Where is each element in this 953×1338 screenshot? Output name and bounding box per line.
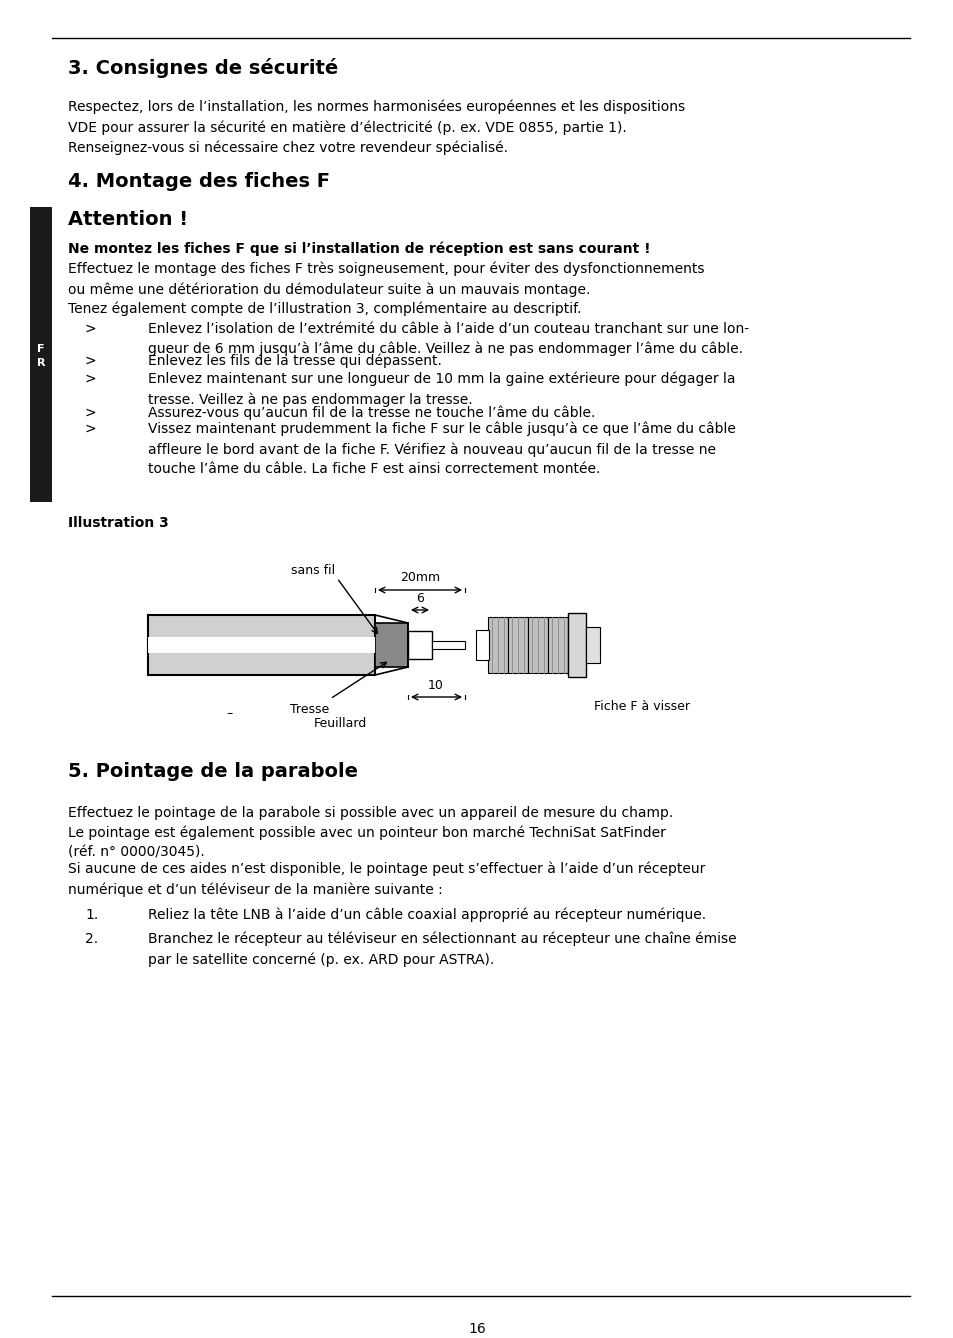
Text: R: R [37, 357, 45, 368]
Text: F: F [37, 344, 45, 353]
Bar [476, 630, 489, 660]
Text: Ne montez les fiches F que si l’installation de réception est sans courant !: Ne montez les fiches F que si l’installa… [68, 242, 650, 257]
Text: Respectez, lors de l’installation, les normes harmonisées européennes et les dis: Respectez, lors de l’installation, les n… [68, 100, 684, 155]
Text: 3. Consignes de sécurité: 3. Consignes de sécurité [68, 58, 338, 78]
Text: Branchez le récepteur au téléviseur en sélectionnant au récepteur une chaîne émi: Branchez le récepteur au téléviseur en s… [148, 933, 736, 967]
Bar [567, 613, 585, 677]
Text: >: > [85, 322, 96, 336]
Text: >: > [85, 405, 96, 420]
Bar [507, 617, 527, 673]
Text: Tenez également compte de l’illustration 3, complémentaire au descriptif.: Tenez également compte de l’illustration… [68, 302, 581, 317]
Bar [148, 637, 375, 653]
Text: >: > [85, 372, 96, 385]
Text: >: > [85, 355, 96, 368]
Text: Fiche F à visser: Fiche F à visser [594, 700, 689, 713]
Text: –: – [227, 706, 233, 720]
Text: Illustration 3: Illustration 3 [68, 516, 169, 530]
Text: Feuillard: Feuillard [313, 717, 366, 731]
Text: >: > [85, 421, 96, 436]
Text: 16: 16 [468, 1322, 485, 1337]
Text: Vissez maintenant prudemment la fiche F sur le câble jusqu’à ce que l’âme du câb: Vissez maintenant prudemment la fiche F … [148, 421, 735, 476]
Text: Effectuez le pointage de la parabole si possible avec un appareil de mesure du c: Effectuez le pointage de la parabole si … [68, 805, 673, 860]
Text: sans fil: sans fil [291, 563, 335, 577]
Bar [375, 624, 408, 668]
Bar [488, 617, 507, 673]
Text: Attention !: Attention ! [68, 210, 188, 229]
Text: Reliez la tête LNB à l’aide d’un câble coaxial approprié au récepteur numérique.: Reliez la tête LNB à l’aide d’un câble c… [148, 909, 705, 922]
Text: Enlevez l’isolation de l’extrémité du câble à l’aide d’un couteau tranchant sur : Enlevez l’isolation de l’extrémité du câ… [148, 322, 748, 356]
Text: 2.: 2. [85, 933, 98, 946]
Text: 4. Montage des fiches F: 4. Montage des fiches F [68, 173, 330, 191]
Text: 5. Pointage de la parabole: 5. Pointage de la parabole [68, 763, 357, 781]
Bar [585, 628, 599, 664]
Text: Assurez-vous qu’aucun fil de la tresse ne touche l’âme du câble.: Assurez-vous qu’aucun fil de la tresse n… [148, 405, 595, 420]
Bar [148, 615, 375, 674]
Text: Si aucune de ces aides n’est disponible, le pointage peut s’effectuer à l’aide d: Si aucune de ces aides n’est disponible,… [68, 862, 704, 896]
Bar [30, 207, 52, 502]
Text: 6: 6 [416, 591, 423, 605]
Bar [547, 617, 567, 673]
Text: Tresse: Tresse [290, 702, 330, 716]
Text: Effectuez le montage des fiches F très soigneusement, pour éviter des dysfonctio: Effectuez le montage des fiches F très s… [68, 262, 703, 297]
Text: 20mm: 20mm [399, 571, 439, 583]
Text: Enlevez les fils de la tresse qui dépassent.: Enlevez les fils de la tresse qui dépass… [148, 355, 441, 368]
Text: 10: 10 [428, 678, 443, 692]
Bar [408, 632, 432, 660]
Text: 1.: 1. [85, 909, 98, 922]
Bar [527, 617, 547, 673]
Bar [432, 641, 464, 649]
Text: Enlevez maintenant sur une longueur de 10 mm la gaine extérieure pour dégager la: Enlevez maintenant sur une longueur de 1… [148, 372, 735, 407]
